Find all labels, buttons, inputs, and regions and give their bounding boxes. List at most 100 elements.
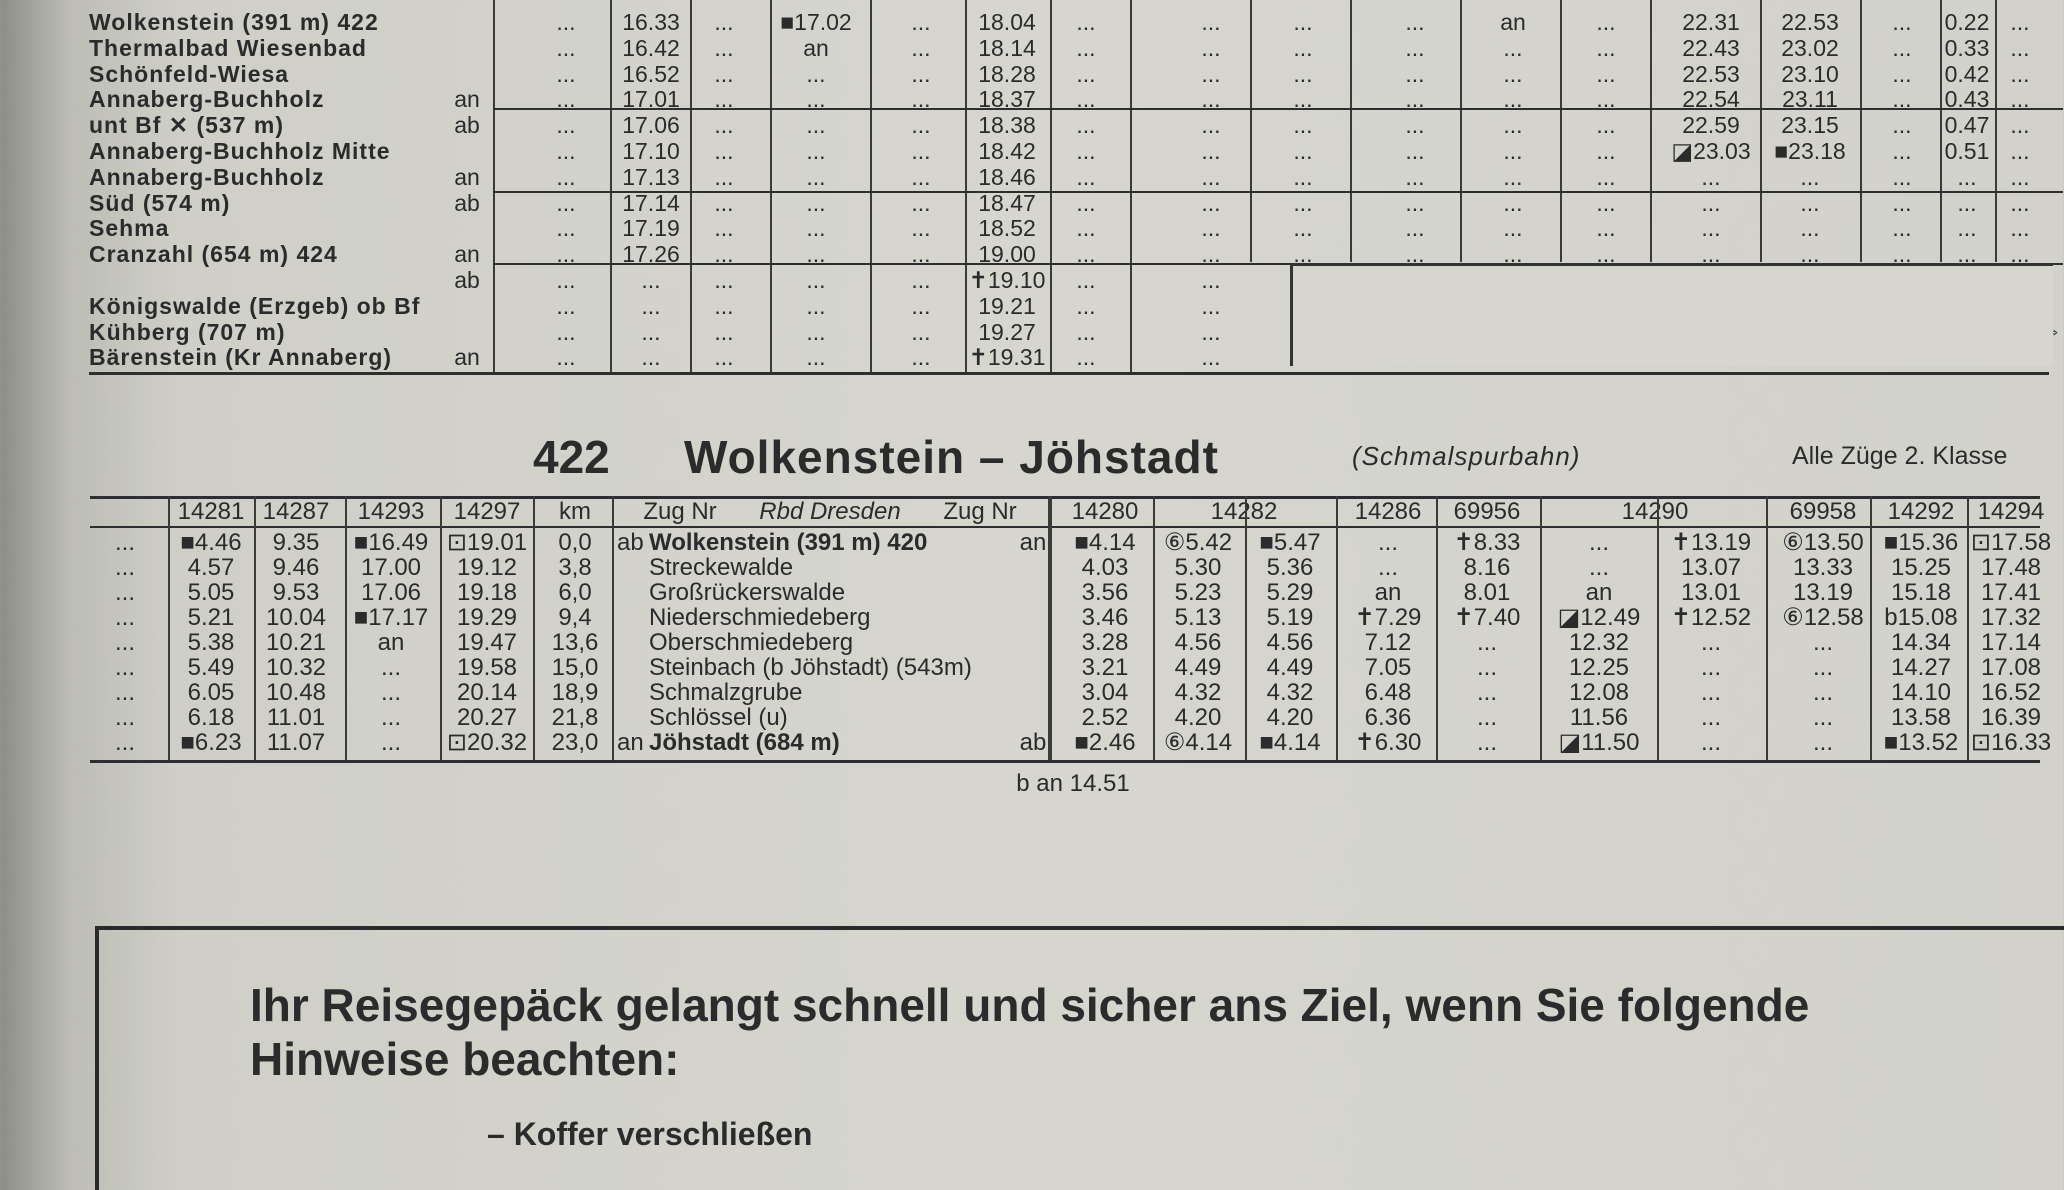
station-name: Wolkenstein (391 m) 422 — [89, 9, 379, 35]
time-cell: 16.33 — [622, 9, 680, 35]
rule — [90, 496, 2040, 499]
time-cell: 4.32 — [1266, 679, 1314, 706]
time-cell: 3.21 — [1081, 654, 1129, 681]
time-cell: ... — [1701, 189, 1721, 216]
section-subtitle: (Schmalspurbahn) — [1352, 441, 1581, 471]
station-name: Jöhstadt (684 m) — [649, 729, 840, 756]
column-rule — [493, 0, 495, 372]
time-cell: ... — [1892, 86, 1912, 113]
time-cell: ... — [1293, 34, 1313, 61]
km: 9,4 — [558, 604, 592, 631]
time-cell: ... — [1892, 138, 1912, 164]
arr-dep: an — [454, 163, 480, 190]
column-rule — [1350, 0, 1352, 262]
time-cell: ... — [1701, 163, 1721, 190]
time-cell: an — [377, 629, 405, 656]
time-cell: 17.10 — [622, 138, 680, 164]
station-name: Annaberg-Buchholz — [89, 86, 325, 113]
time-cell: ... — [1701, 241, 1721, 268]
arr-dep: an — [454, 344, 480, 371]
time-cell: ■4.46 — [180, 529, 242, 556]
time-cell: 17.14 — [1980, 629, 2042, 656]
time-cell: ... — [556, 34, 576, 61]
time-cell: 18.46 — [978, 163, 1036, 190]
time-cell: ... — [114, 604, 135, 631]
time-cell: an — [803, 34, 829, 61]
time-cell: ... — [556, 344, 576, 371]
station-name: Annaberg-Buchholz Mitte — [89, 138, 391, 164]
time-cell: ... — [1405, 86, 1425, 113]
time-cell: 6.05 — [187, 679, 235, 706]
time-cell: an — [1500, 9, 1526, 35]
column-rule — [533, 496, 535, 760]
column-rule — [1436, 496, 1438, 760]
time-cell: an — [1374, 579, 1402, 606]
time-cell: ... — [714, 318, 734, 345]
rule — [493, 191, 2063, 193]
time-cell: 5.05 — [187, 579, 235, 606]
rule — [493, 108, 2063, 110]
time-cell: 23.02 — [1781, 34, 1839, 61]
time-cell: ... — [556, 60, 576, 87]
time-cell: ... — [380, 679, 401, 706]
time-cell: ... — [1701, 215, 1721, 242]
time-cell: ... — [1892, 215, 1912, 242]
footnote: b an 14.51 — [1016, 770, 1130, 797]
station-name: Sehma — [89, 215, 170, 242]
time-cell: ... — [2010, 189, 2030, 216]
km: 15,0 — [551, 654, 599, 681]
time-cell: 5.21 — [187, 604, 235, 631]
time-cell: ⑥5.42 — [1163, 529, 1233, 556]
station-name: Thermalbad Wiesenbad — [89, 34, 367, 61]
time-cell: 19.58 — [456, 654, 518, 681]
arr-dep: an — [454, 241, 480, 268]
time-cell: ... — [556, 215, 576, 242]
time-cell: ... — [1957, 189, 1977, 216]
time-cell: ... — [1596, 189, 1616, 216]
time-cell: ... — [1800, 241, 1820, 268]
km: 18,9 — [551, 679, 599, 706]
km: 0,0 — [558, 529, 592, 556]
time-cell: 22.53 — [1682, 60, 1740, 87]
time-cell: ... — [1596, 215, 1616, 242]
station-name: Wolkenstein (391 m) 420 — [649, 529, 928, 556]
time-cell: 19.47 — [456, 629, 518, 656]
time-cell: ... — [1405, 138, 1425, 164]
time-cell: 2.52 — [1081, 704, 1129, 731]
section-number: 422 — [533, 431, 610, 483]
time-cell: ... — [806, 86, 826, 113]
time-cell: ✝7.29 — [1354, 604, 1422, 631]
time-cell: 0.22 — [1944, 9, 1990, 35]
column-rule — [1050, 0, 1052, 372]
arr-dep: ab — [1019, 729, 1047, 756]
time-cell: ... — [556, 163, 576, 190]
section-title: Wolkenstein – Jöhstadt — [684, 431, 1219, 483]
arr-dep: ab — [454, 189, 480, 216]
time-cell: ... — [714, 267, 734, 293]
time-cell: ... — [1201, 344, 1221, 371]
time-cell: ... — [1201, 34, 1221, 61]
time-cell: ... — [380, 704, 401, 731]
column-rule — [1940, 0, 1942, 262]
time-cell: 5.29 — [1266, 579, 1314, 606]
time-cell: ... — [556, 86, 576, 113]
time-cell: ... — [114, 529, 135, 556]
arr-dep: an — [454, 86, 480, 113]
time-cell: ... — [806, 344, 826, 371]
time-cell: ... — [1596, 163, 1616, 190]
time-cell: ... — [1076, 318, 1096, 345]
time-cell: 19.21 — [978, 292, 1036, 319]
column-rule — [610, 0, 612, 372]
time-cell: ... — [1503, 241, 1523, 268]
time-cell: ... — [1076, 292, 1096, 319]
time-cell: ... — [1588, 529, 1609, 556]
time-cell: 23.15 — [1781, 112, 1839, 139]
time-cell: 11.01 — [266, 704, 326, 731]
arr-dep: ab — [454, 267, 480, 293]
time-cell: 23.10 — [1781, 60, 1839, 87]
time-cell: 6.48 — [1364, 679, 1412, 706]
time-cell: ... — [2010, 86, 2030, 113]
time-cell: 3.04 — [1081, 679, 1129, 706]
time-cell: ... — [714, 215, 734, 242]
time-cell: 9.53 — [272, 579, 320, 606]
